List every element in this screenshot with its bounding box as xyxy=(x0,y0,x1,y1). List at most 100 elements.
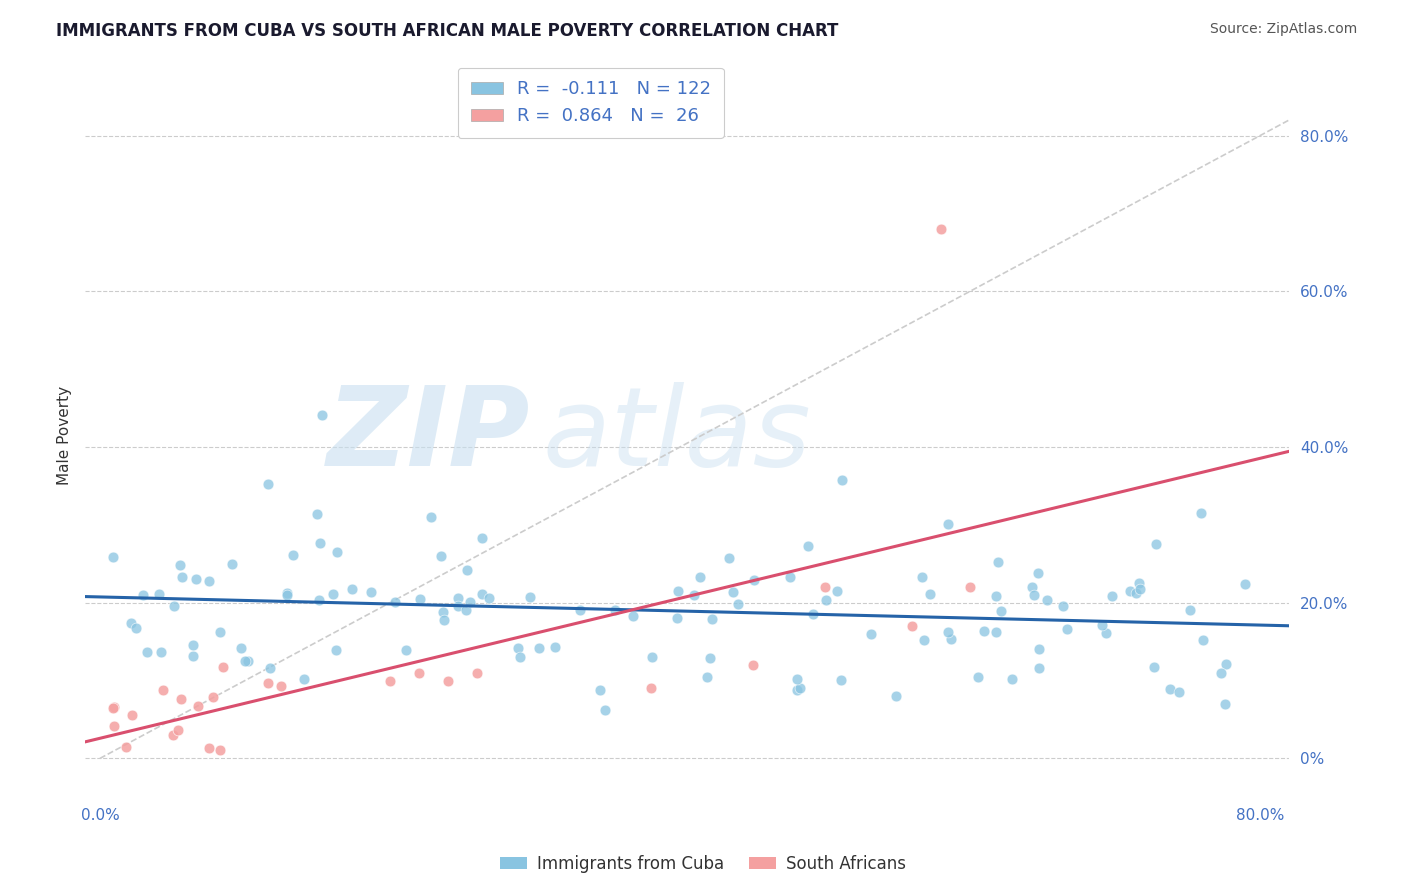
Point xyxy=(640,650,662,665)
Point xyxy=(801,607,824,621)
Point xyxy=(827,584,849,599)
Point xyxy=(721,584,744,599)
Point xyxy=(1159,682,1181,697)
Point xyxy=(912,632,935,647)
Point xyxy=(779,569,801,583)
Point xyxy=(814,580,837,594)
Point xyxy=(702,612,724,626)
Point xyxy=(814,592,837,607)
Point xyxy=(519,590,541,604)
Point xyxy=(259,661,281,675)
Point xyxy=(973,624,995,638)
Point xyxy=(458,595,481,609)
Point xyxy=(169,558,191,572)
Point xyxy=(640,681,662,696)
Point xyxy=(860,627,883,641)
Point xyxy=(378,673,401,688)
Point xyxy=(1144,537,1167,551)
Point xyxy=(1056,622,1078,636)
Point xyxy=(959,580,981,594)
Point xyxy=(911,570,934,584)
Point xyxy=(1001,672,1024,686)
Point xyxy=(741,658,763,673)
Point xyxy=(430,549,453,564)
Point xyxy=(456,563,478,577)
Point xyxy=(744,573,766,587)
Point xyxy=(465,665,488,680)
Point xyxy=(384,595,406,609)
Point xyxy=(132,588,155,602)
Point xyxy=(696,670,718,684)
Point xyxy=(830,673,852,687)
Point xyxy=(1036,593,1059,607)
Point xyxy=(1052,599,1074,614)
Point xyxy=(1168,685,1191,699)
Point xyxy=(727,597,749,611)
Point xyxy=(276,588,298,602)
Point xyxy=(257,477,280,491)
Point xyxy=(308,593,330,607)
Point xyxy=(984,589,1007,603)
Point xyxy=(682,589,704,603)
Point xyxy=(148,586,170,600)
Point xyxy=(589,682,612,697)
Point xyxy=(1209,666,1232,681)
Point xyxy=(1142,660,1164,674)
Point xyxy=(569,603,592,617)
Point xyxy=(257,676,280,690)
Point xyxy=(471,531,494,545)
Point xyxy=(432,605,454,619)
Point xyxy=(433,614,456,628)
Point xyxy=(831,474,853,488)
Point xyxy=(198,574,221,588)
Point xyxy=(1192,632,1215,647)
Point xyxy=(221,558,243,572)
Point xyxy=(918,587,941,601)
Point xyxy=(305,507,328,521)
Point xyxy=(198,740,221,755)
Point xyxy=(666,583,689,598)
Point xyxy=(471,587,494,601)
Point xyxy=(163,599,186,614)
Point xyxy=(699,650,721,665)
Point xyxy=(1028,661,1050,675)
Point xyxy=(967,670,990,684)
Point xyxy=(454,603,477,617)
Point xyxy=(233,654,256,668)
Point xyxy=(789,681,811,695)
Point xyxy=(103,700,125,714)
Point xyxy=(209,743,232,757)
Point xyxy=(786,672,808,686)
Point xyxy=(162,728,184,742)
Point xyxy=(544,640,567,654)
Point xyxy=(270,679,292,693)
Point xyxy=(170,691,193,706)
Point xyxy=(437,673,460,688)
Legend: Immigrants from Cuba, South Africans: Immigrants from Cuba, South Africans xyxy=(494,848,912,880)
Point xyxy=(1215,657,1237,671)
Point xyxy=(1026,566,1049,580)
Point xyxy=(322,587,344,601)
Point xyxy=(941,632,963,646)
Point xyxy=(786,683,808,698)
Point xyxy=(135,645,157,659)
Point xyxy=(1128,575,1150,590)
Point xyxy=(447,591,470,605)
Point xyxy=(936,516,959,531)
Point xyxy=(101,701,124,715)
Point xyxy=(103,718,125,732)
Point xyxy=(527,640,550,655)
Point xyxy=(1091,618,1114,632)
Point xyxy=(121,708,143,723)
Text: ZIP: ZIP xyxy=(328,382,531,489)
Text: IMMIGRANTS FROM CUBA VS SOUTH AFRICAN MALE POVERTY CORRELATION CHART: IMMIGRANTS FROM CUBA VS SOUTH AFRICAN MA… xyxy=(56,22,838,40)
Point xyxy=(236,654,259,668)
Point xyxy=(394,642,416,657)
Point xyxy=(114,739,136,754)
Point xyxy=(447,599,470,613)
Point xyxy=(509,649,531,664)
Point xyxy=(181,648,204,663)
Point xyxy=(276,586,298,600)
Point xyxy=(1189,506,1212,520)
Point xyxy=(1028,642,1050,657)
